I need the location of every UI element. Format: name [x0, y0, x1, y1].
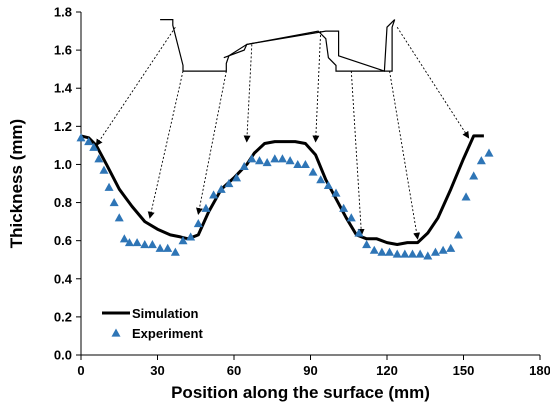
experiment-point [392, 249, 402, 258]
y-tick-label: 1.2 [54, 119, 72, 134]
experiment-point [446, 243, 456, 252]
legend-swatch-experiment [111, 328, 121, 337]
y-tick-label: 0.6 [54, 233, 72, 248]
experiment-point [178, 236, 188, 245]
experiment-point [239, 161, 249, 170]
annotation-arrow [243, 44, 253, 143]
experiment-point [216, 184, 226, 193]
x-tick-label: 60 [227, 363, 241, 378]
experiment-point [270, 154, 280, 163]
x-tick-label: 0 [77, 363, 84, 378]
annotation-arrow [196, 70, 227, 215]
legend-label-experiment: Experiment [132, 326, 203, 341]
experiment-point [170, 247, 180, 256]
experiment-point [147, 239, 157, 249]
experiment-point [369, 245, 379, 254]
experiment-point [476, 156, 486, 165]
x-axis-title: Position along the surface (mm) [171, 383, 430, 402]
experiment-point [423, 251, 433, 260]
experiment-point [354, 228, 364, 237]
experiment-point [469, 171, 479, 180]
experiment-point [119, 234, 129, 243]
experiment-point [247, 154, 257, 163]
experiment-point [385, 247, 395, 256]
experiment-point [339, 203, 349, 212]
x-tick-label: 120 [376, 363, 398, 378]
x-tick-label: 90 [303, 363, 317, 378]
experiment-point [140, 239, 150, 249]
experiment-point [362, 239, 372, 249]
experiment-point [201, 203, 211, 212]
annotation-arrow [95, 26, 176, 147]
series-line-simulation [80, 134, 484, 246]
y-tick-label: 0.8 [54, 195, 72, 210]
experiment-point [209, 190, 219, 199]
profile-line [160, 19, 396, 72]
experiment-point [232, 173, 242, 182]
experiment-point [415, 249, 425, 258]
experiment-point [377, 247, 387, 256]
annotation-arrow [396, 27, 470, 139]
experiment-point [255, 156, 264, 165]
experiment-point [308, 167, 318, 176]
y-tick-label: 1.0 [54, 157, 72, 172]
experiment-point [262, 158, 272, 167]
experiment-point [430, 247, 440, 256]
experiment-point [400, 249, 410, 258]
experiment-point [155, 243, 165, 252]
experiment-point [484, 148, 494, 157]
annotation-arrow [312, 31, 322, 143]
experiment-point [346, 213, 356, 222]
plot-area: 0.0 0.2 0.4 0.6 0.8 1.0 1.2 1.4 1.6 1.8 0 30 60 90 120… [54, 5, 550, 379]
experiment-point [277, 154, 287, 163]
experiment-point [94, 154, 104, 163]
y-axis-title: Thickness (mm) [7, 119, 26, 248]
experiment-point [293, 159, 303, 169]
annotation-arrow [389, 70, 421, 240]
annotation-arrow [147, 70, 184, 219]
experiment-point [224, 179, 234, 188]
experiment-point [124, 238, 134, 247]
experiment-point [300, 159, 310, 169]
y-tick-label: 1.6 [54, 43, 72, 58]
experiment-point [109, 198, 119, 207]
experiment-point [285, 156, 295, 165]
experiment-point [163, 243, 173, 252]
experiment-point [438, 245, 448, 254]
experiment-point [316, 175, 326, 184]
experiment-point [132, 238, 142, 247]
experiment-point [84, 137, 94, 146]
experiment-point [323, 180, 333, 190]
x-tick-label: 180 [529, 363, 550, 378]
experiment-point [186, 232, 196, 241]
experiment-point [331, 188, 341, 197]
experiment-point [114, 213, 124, 222]
y-tick-label: 1.4 [54, 81, 73, 96]
x-tick-label: 30 [150, 363, 164, 378]
x-tick-label: 150 [453, 363, 475, 378]
experiment-point [408, 249, 417, 258]
y-tick-label: 0.0 [54, 348, 72, 363]
profile-line-right [223, 19, 396, 72]
y-tick-label: 0.4 [54, 271, 73, 286]
experiment-point [76, 133, 86, 142]
experiment-point [99, 165, 109, 174]
legend-label-simulation: Simulation [132, 306, 199, 321]
experiment-point [193, 219, 203, 228]
y-tick-label: 0.2 [54, 309, 72, 324]
annotation-arrow [350, 71, 365, 236]
experiment-point [461, 192, 471, 201]
experiment-point [89, 142, 99, 151]
experiment-point [104, 182, 114, 191]
y-tick-label: 1.8 [54, 5, 72, 20]
experiment-point [453, 230, 463, 239]
